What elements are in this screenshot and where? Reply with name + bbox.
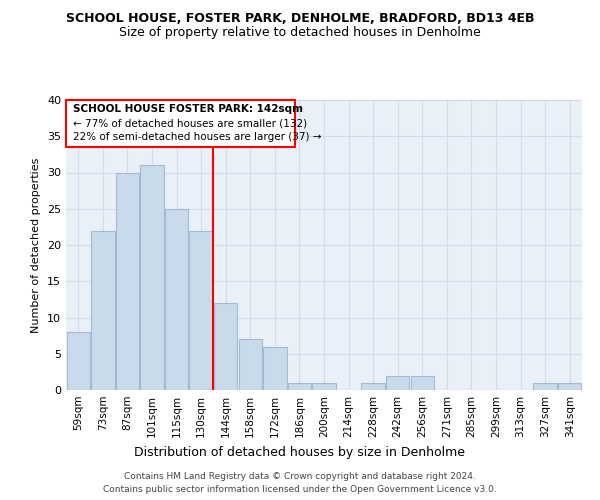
Bar (67, 332, 90, 390)
Bar (239, 339, 262, 390)
Bar (313, 383, 335, 390)
Bar (140, 165, 164, 390)
Bar (263, 346, 287, 390)
Text: SCHOOL HOUSE FOSTER PARK: 142sqm: SCHOOL HOUSE FOSTER PARK: 142sqm (73, 104, 303, 114)
Text: Contains public sector information licensed under the Open Government Licence v3: Contains public sector information licen… (103, 485, 497, 494)
Bar (288, 383, 311, 390)
Bar (91, 230, 115, 390)
Bar (116, 172, 139, 390)
Text: 22% of semi-detached houses are larger (37) →: 22% of semi-detached houses are larger (… (73, 132, 322, 142)
Bar (410, 376, 434, 390)
Text: Contains HM Land Registry data © Crown copyright and database right 2024.: Contains HM Land Registry data © Crown c… (124, 472, 476, 481)
Bar (533, 383, 557, 390)
Text: Distribution of detached houses by size in Denholme: Distribution of detached houses by size … (134, 446, 466, 459)
Bar (214, 303, 238, 390)
Text: SCHOOL HOUSE, FOSTER PARK, DENHOLME, BRADFORD, BD13 4EB: SCHOOL HOUSE, FOSTER PARK, DENHOLME, BRA… (66, 12, 534, 26)
Text: Size of property relative to detached houses in Denholme: Size of property relative to detached ho… (119, 26, 481, 39)
Y-axis label: Number of detached properties: Number of detached properties (31, 158, 41, 332)
Text: ← 77% of detached houses are smaller (132): ← 77% of detached houses are smaller (13… (73, 118, 307, 128)
Bar (558, 383, 581, 390)
Bar (190, 230, 213, 390)
Bar (165, 209, 188, 390)
Bar (386, 376, 409, 390)
Bar (361, 383, 385, 390)
